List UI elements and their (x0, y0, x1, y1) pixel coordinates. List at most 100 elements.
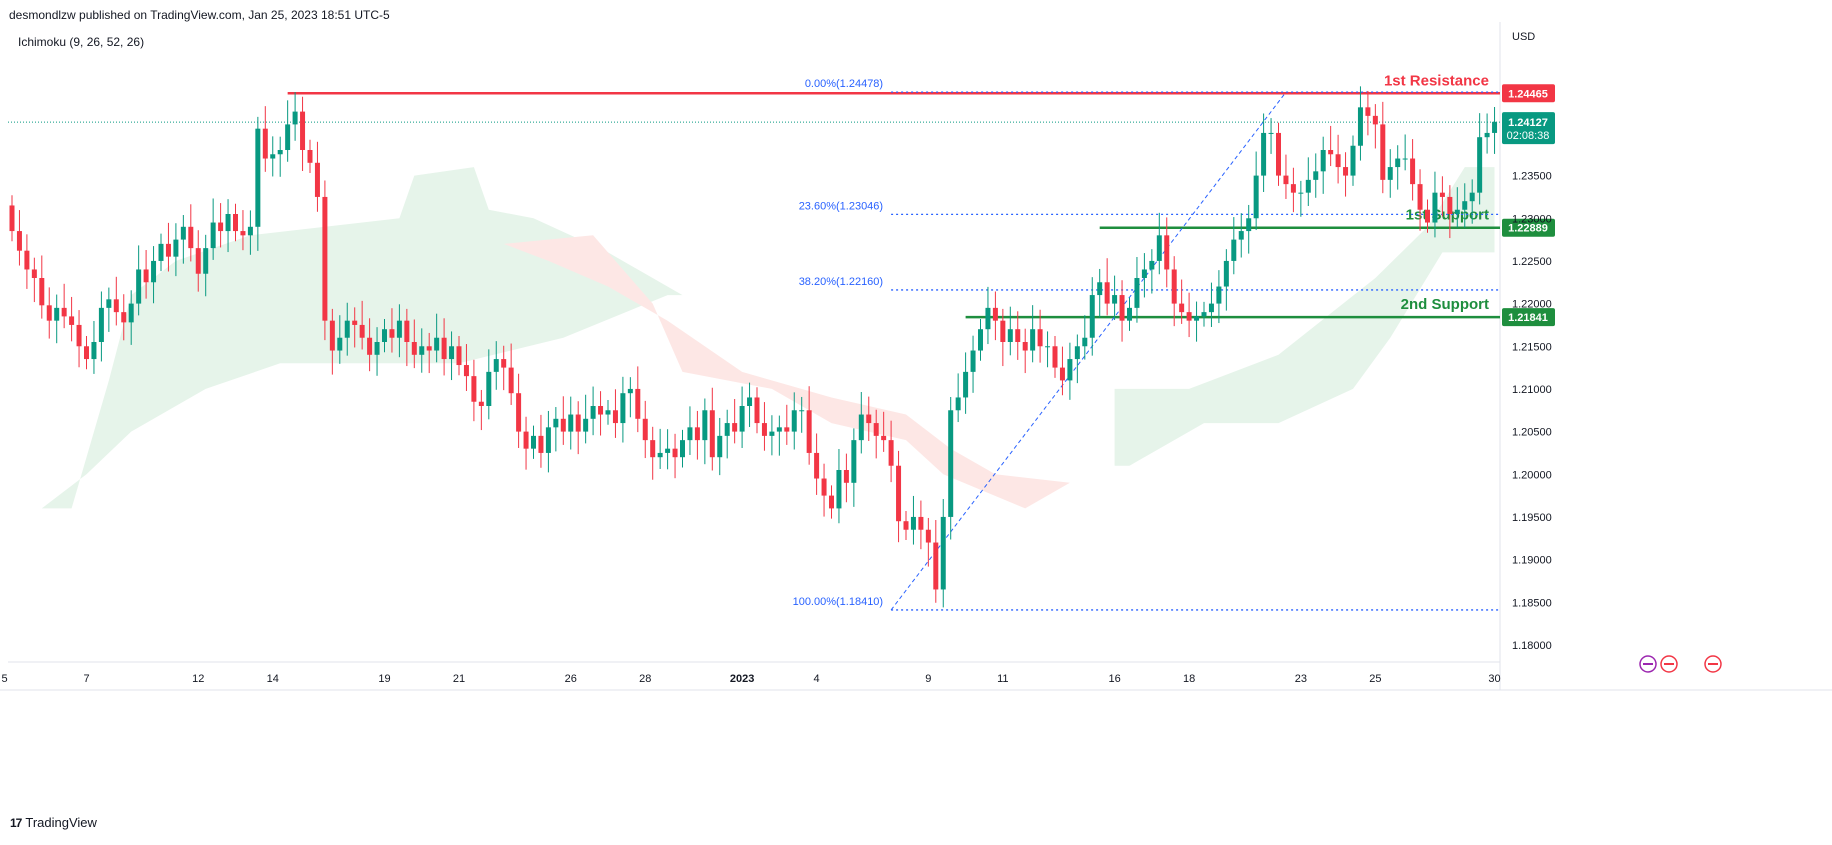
ichimoku-cloud-bullish (12, 167, 720, 509)
fib-level-label: 23.60%(1.23046) (799, 200, 883, 212)
candle (1127, 297, 1132, 331)
candle (1208, 282, 1214, 327)
candle-body (1022, 342, 1028, 351)
candle (888, 420, 894, 483)
candle (165, 222, 171, 272)
candle-body (910, 516, 916, 530)
candle (61, 283, 67, 329)
candle-body (1268, 132, 1274, 134)
lightning-event-icon[interactable] (1639, 655, 1657, 673)
candle (1343, 152, 1349, 197)
candle (143, 250, 149, 299)
candle (84, 336, 89, 370)
time-tick-label: 25 (1369, 673, 1381, 685)
us-flag-event-icon[interactable] (1704, 655, 1722, 673)
tradingview-logo[interactable]: 17 TradingView (10, 815, 97, 830)
candle (1335, 134, 1341, 184)
candle (76, 310, 82, 368)
fib-trend-line[interactable] (890, 91, 1287, 611)
candle-body (203, 248, 209, 274)
candle-body (680, 440, 685, 458)
candle-body (620, 393, 626, 424)
candle-body (605, 410, 611, 415)
candle-body (1410, 158, 1416, 185)
candle-body (985, 307, 991, 330)
us-flag-event-icon[interactable] (1660, 655, 1678, 673)
candle (188, 204, 194, 262)
candle (203, 234, 209, 297)
candle (396, 304, 402, 358)
price-tick-label: 1.21000 (1512, 384, 1552, 396)
candle (1410, 139, 1416, 201)
candle-body (382, 329, 387, 342)
candle (747, 382, 753, 427)
candle (836, 449, 842, 524)
candle-body (1395, 158, 1401, 168)
candle (955, 373, 961, 423)
candle (478, 389, 484, 431)
price-tick-label: 1.18000 (1512, 640, 1552, 652)
time-tick-label: 11 (997, 673, 1008, 685)
candle-body (1067, 359, 1073, 381)
candle (843, 453, 849, 503)
candle (858, 392, 864, 454)
candle-body (151, 260, 157, 283)
candle-body (1127, 307, 1132, 321)
candle (91, 321, 97, 374)
currency-label: USD (1512, 31, 1535, 43)
candle (963, 352, 969, 414)
resistance-price-badge (1502, 84, 1555, 103)
support-price-badge (1502, 218, 1555, 237)
candle (985, 286, 991, 345)
candle (1283, 154, 1289, 199)
candle-body (449, 346, 455, 360)
candle-body (1402, 158, 1408, 160)
candle-body (531, 435, 536, 449)
brand-name: TradingView (25, 815, 97, 830)
indicator-legend[interactable]: Ichimoku (9, 26, 52, 26) (18, 35, 145, 49)
candle-body (1290, 184, 1296, 193)
candle (456, 336, 462, 376)
candle-body (545, 427, 551, 453)
candle-body (1000, 320, 1006, 342)
candle-body (590, 406, 596, 419)
candle (992, 291, 998, 341)
candle (9, 195, 15, 242)
candle (1305, 157, 1311, 206)
candle-body (247, 226, 253, 236)
candle-body (761, 423, 767, 436)
candle (776, 415, 782, 456)
candle (31, 257, 37, 303)
candle-body (486, 371, 492, 406)
published-line: desmondlzw published on TradingView.com,… (9, 8, 390, 22)
time-tick-label: 2023 (730, 673, 754, 685)
candle (1216, 270, 1222, 324)
support-label: 2nd Support (1401, 296, 1489, 313)
candle-body (1305, 179, 1311, 193)
candle (553, 407, 559, 452)
candle (627, 377, 633, 418)
price-tick-label: 1.20000 (1512, 469, 1552, 481)
candle-body (1328, 150, 1334, 155)
candle (233, 203, 238, 242)
candle (538, 414, 544, 468)
candle-body (970, 350, 976, 372)
candle-body (732, 423, 738, 432)
candle (389, 308, 395, 353)
candle (1298, 180, 1304, 217)
candle-body (270, 154, 276, 159)
candle-body (1238, 231, 1244, 240)
candle-body (411, 342, 417, 355)
candle-body (128, 303, 134, 323)
candle-body (31, 269, 37, 278)
candle-body (1454, 209, 1460, 214)
candle (903, 510, 909, 540)
candle (925, 517, 931, 567)
candle (463, 344, 469, 391)
candle-body (1082, 337, 1088, 347)
candle (1089, 277, 1095, 356)
candle (1357, 86, 1363, 161)
candle-body (1037, 329, 1043, 347)
